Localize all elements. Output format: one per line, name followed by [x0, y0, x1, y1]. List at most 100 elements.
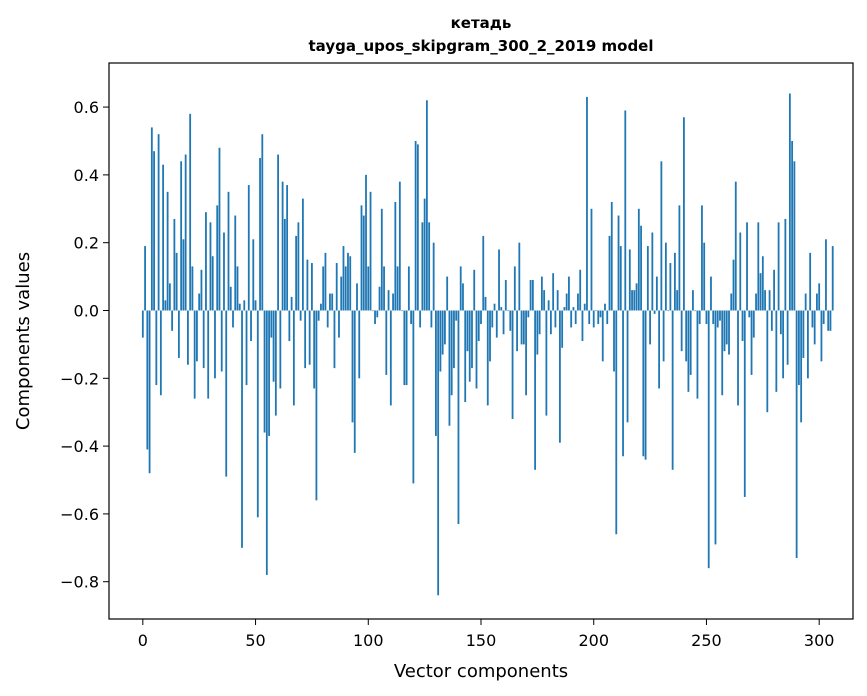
bar — [205, 212, 207, 311]
bar — [466, 310, 469, 352]
bar — [491, 310, 494, 328]
bar — [579, 269, 582, 311]
bar — [511, 310, 514, 419]
bar — [752, 310, 755, 338]
bar — [527, 310, 530, 318]
bar — [376, 310, 379, 318]
bar — [247, 185, 250, 311]
x-tick-label: 150 — [466, 631, 497, 650]
bar — [437, 310, 440, 596]
y-tick-label: −0.6 — [60, 505, 99, 524]
bar — [743, 310, 746, 497]
bar — [198, 293, 201, 311]
plot-frame — [108, 62, 854, 620]
bar — [513, 266, 516, 311]
bar — [577, 293, 579, 311]
bar — [396, 266, 399, 311]
bar — [728, 310, 730, 355]
bar — [250, 310, 252, 341]
bar — [311, 263, 313, 311]
y-tick-label: 0.2 — [74, 234, 99, 253]
x-tick-label: 50 — [245, 631, 265, 650]
bar — [795, 310, 798, 558]
bar — [356, 283, 358, 311]
bar — [367, 266, 370, 311]
y-tick-label: −0.8 — [60, 573, 99, 592]
bar — [425, 100, 428, 311]
chart-title-line1: кетадь — [451, 14, 512, 32]
bar — [141, 310, 144, 338]
bar — [768, 290, 771, 311]
bar — [387, 290, 390, 311]
bar — [586, 96, 588, 311]
bar — [734, 181, 737, 311]
bar — [299, 310, 302, 321]
bar — [324, 252, 327, 311]
x-axis-label: Vector components — [394, 661, 568, 682]
bar — [227, 191, 230, 311]
bar — [146, 310, 149, 450]
bar — [351, 310, 354, 423]
bar — [673, 252, 676, 311]
bar — [759, 273, 762, 311]
bar — [678, 205, 681, 311]
bar — [184, 154, 187, 311]
bar — [385, 310, 388, 375]
bar — [755, 293, 757, 311]
chart-title-line2: tayga_upos_skipgram_300_2_2019 model — [309, 37, 654, 55]
bar — [306, 259, 309, 311]
bar — [714, 310, 717, 545]
bar — [338, 310, 340, 338]
bar — [552, 273, 555, 311]
bar — [507, 310, 509, 312]
bar — [159, 310, 162, 396]
bar — [653, 310, 656, 314]
bar — [692, 290, 694, 311]
bar — [403, 310, 406, 386]
bar — [646, 246, 649, 311]
bar — [450, 310, 453, 396]
bar — [779, 310, 782, 335]
bar — [818, 283, 821, 311]
bar — [225, 310, 228, 477]
bar — [581, 310, 584, 341]
bars-group — [141, 93, 834, 596]
bar — [827, 310, 830, 331]
bar — [477, 310, 480, 341]
bar — [453, 310, 455, 369]
bar — [561, 310, 564, 348]
bar — [651, 232, 654, 311]
bar — [320, 303, 322, 311]
bar — [414, 140, 417, 311]
bar — [223, 232, 225, 311]
bar — [153, 151, 155, 311]
bar — [238, 303, 241, 311]
bar — [297, 222, 300, 311]
bar — [671, 310, 674, 470]
bar — [676, 290, 679, 311]
bar — [419, 310, 422, 328]
bar — [202, 310, 205, 369]
bar — [696, 310, 699, 399]
bar — [448, 310, 451, 426]
bar — [444, 310, 446, 345]
bar — [342, 246, 345, 311]
bar — [471, 310, 473, 369]
bar — [500, 307, 503, 311]
bar — [398, 181, 401, 311]
bar — [739, 232, 742, 311]
bar — [148, 310, 151, 474]
bar — [604, 303, 606, 311]
bar — [822, 310, 825, 325]
bar — [495, 310, 498, 338]
bar — [358, 310, 361, 379]
bar — [707, 310, 710, 569]
bar — [498, 249, 500, 311]
bar — [770, 310, 773, 331]
bar — [412, 310, 415, 484]
bar — [245, 310, 248, 386]
bar — [315, 310, 318, 501]
bar — [565, 293, 568, 311]
bar — [331, 293, 334, 311]
bar — [473, 269, 476, 311]
